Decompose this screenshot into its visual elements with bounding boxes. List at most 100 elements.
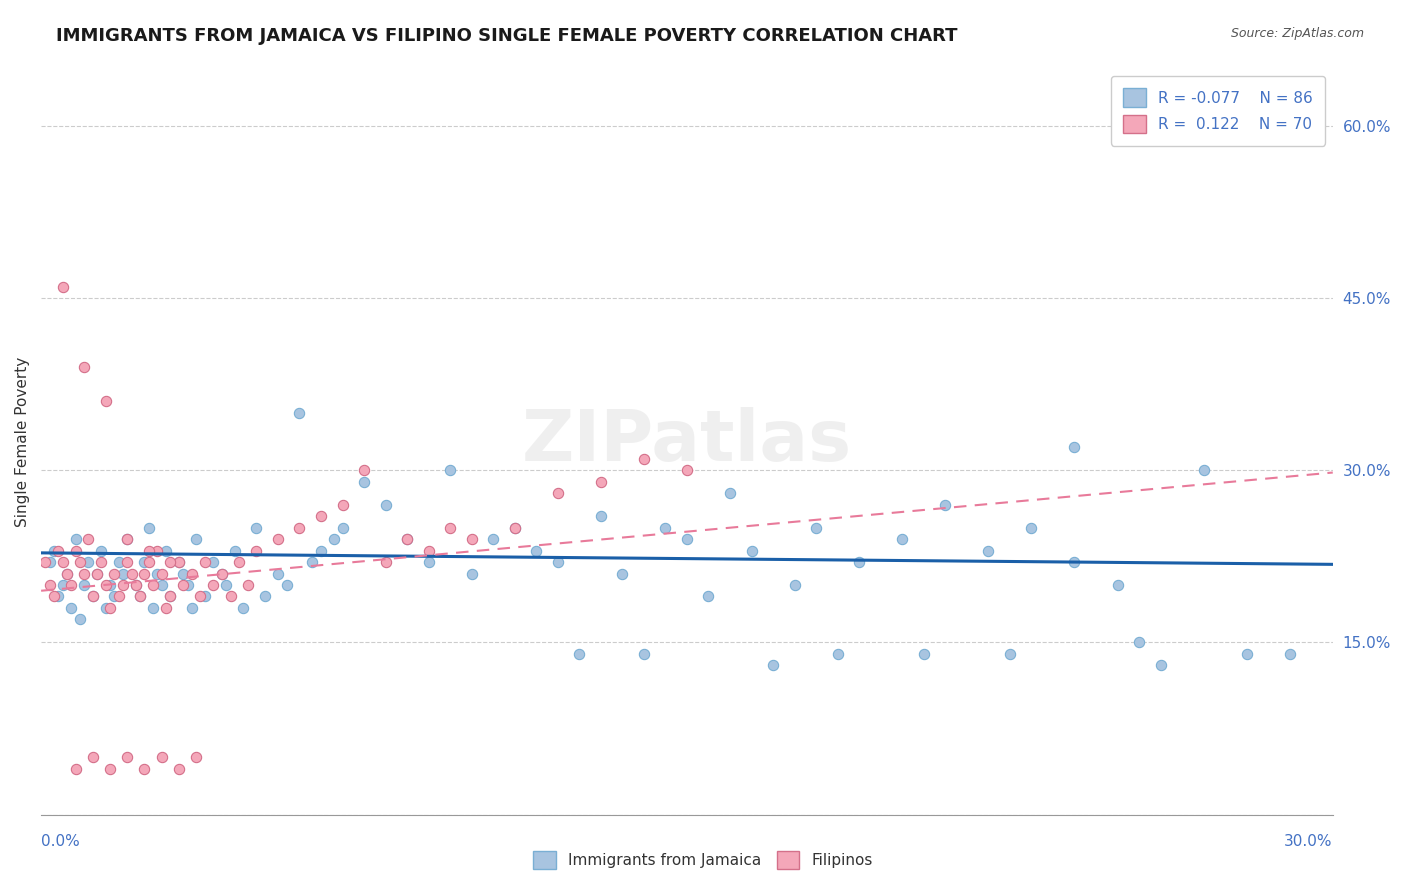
- Point: [998, 647, 1021, 661]
- Point: [56, 566, 79, 581]
- Point: [125, 578, 148, 592]
- Point: [65, 532, 87, 546]
- Point: [138, 543, 160, 558]
- Point: [718, 486, 741, 500]
- Point: [439, 463, 461, 477]
- Point: [172, 578, 194, 592]
- Point: [460, 566, 482, 581]
- Point: [115, 532, 138, 546]
- Point: [107, 590, 129, 604]
- Point: [460, 532, 482, 546]
- Point: [115, 532, 138, 546]
- Point: [167, 555, 190, 569]
- Point: [82, 750, 104, 764]
- Y-axis label: Single Female Poverty: Single Female Poverty: [15, 357, 30, 526]
- Point: [1278, 647, 1301, 661]
- Point: [353, 463, 375, 477]
- Point: [77, 532, 100, 546]
- Point: [146, 566, 169, 581]
- Point: [977, 543, 1000, 558]
- Point: [589, 509, 612, 524]
- Point: [94, 578, 117, 592]
- Point: [236, 578, 259, 592]
- Point: [159, 590, 181, 604]
- Point: [783, 578, 806, 592]
- Point: [848, 555, 870, 569]
- Point: [232, 601, 254, 615]
- Point: [103, 566, 125, 581]
- Point: [56, 566, 79, 581]
- Point: [46, 590, 69, 604]
- Point: [1107, 578, 1129, 592]
- Text: 30.0%: 30.0%: [1284, 834, 1333, 849]
- Point: [190, 590, 212, 604]
- Point: [503, 521, 526, 535]
- Point: [98, 762, 121, 776]
- Point: [180, 601, 202, 615]
- Point: [219, 590, 242, 604]
- Point: [60, 601, 83, 615]
- Point: [90, 543, 112, 558]
- Point: [288, 406, 311, 420]
- Point: [86, 566, 108, 581]
- Point: [374, 555, 396, 569]
- Point: [34, 555, 56, 569]
- Point: [82, 590, 104, 604]
- Point: [676, 532, 699, 546]
- Point: [134, 762, 156, 776]
- Point: [146, 543, 169, 558]
- Point: [77, 555, 100, 569]
- Point: [65, 762, 87, 776]
- Point: [503, 521, 526, 535]
- Point: [82, 590, 104, 604]
- Point: [353, 475, 375, 489]
- Point: [150, 578, 173, 592]
- Point: [1128, 635, 1150, 649]
- Point: [94, 394, 117, 409]
- Point: [697, 590, 720, 604]
- Point: [1021, 521, 1043, 535]
- Point: [332, 521, 354, 535]
- Point: [202, 555, 225, 569]
- Point: [150, 750, 173, 764]
- Point: [1063, 555, 1085, 569]
- Point: [42, 590, 65, 604]
- Point: [1063, 440, 1085, 454]
- Point: [934, 498, 956, 512]
- Point: [912, 647, 935, 661]
- Point: [804, 521, 827, 535]
- Point: [309, 509, 332, 524]
- Point: [288, 521, 311, 535]
- Point: [184, 750, 207, 764]
- Point: [60, 578, 83, 592]
- Point: [633, 647, 655, 661]
- Point: [115, 555, 138, 569]
- Point: [762, 658, 785, 673]
- Point: [150, 566, 173, 581]
- Point: [215, 578, 238, 592]
- Point: [1236, 647, 1258, 661]
- Point: [98, 601, 121, 615]
- Point: [69, 555, 91, 569]
- Point: [159, 590, 181, 604]
- Point: [155, 543, 177, 558]
- Point: [202, 578, 225, 592]
- Point: [301, 555, 323, 569]
- Point: [184, 532, 207, 546]
- Point: [827, 647, 849, 661]
- Point: [245, 521, 267, 535]
- Point: [194, 555, 217, 569]
- Point: [38, 555, 60, 569]
- Point: [418, 555, 440, 569]
- Point: [121, 566, 143, 581]
- Point: [1192, 463, 1215, 477]
- Point: [69, 612, 91, 626]
- Point: [107, 555, 129, 569]
- Point: [138, 521, 160, 535]
- Point: [103, 590, 125, 604]
- Point: [211, 566, 233, 581]
- Point: [267, 532, 290, 546]
- Point: [276, 578, 298, 592]
- Text: IMMIGRANTS FROM JAMAICA VS FILIPINO SINGLE FEMALE POVERTY CORRELATION CHART: IMMIGRANTS FROM JAMAICA VS FILIPINO SING…: [56, 27, 957, 45]
- Point: [396, 532, 419, 546]
